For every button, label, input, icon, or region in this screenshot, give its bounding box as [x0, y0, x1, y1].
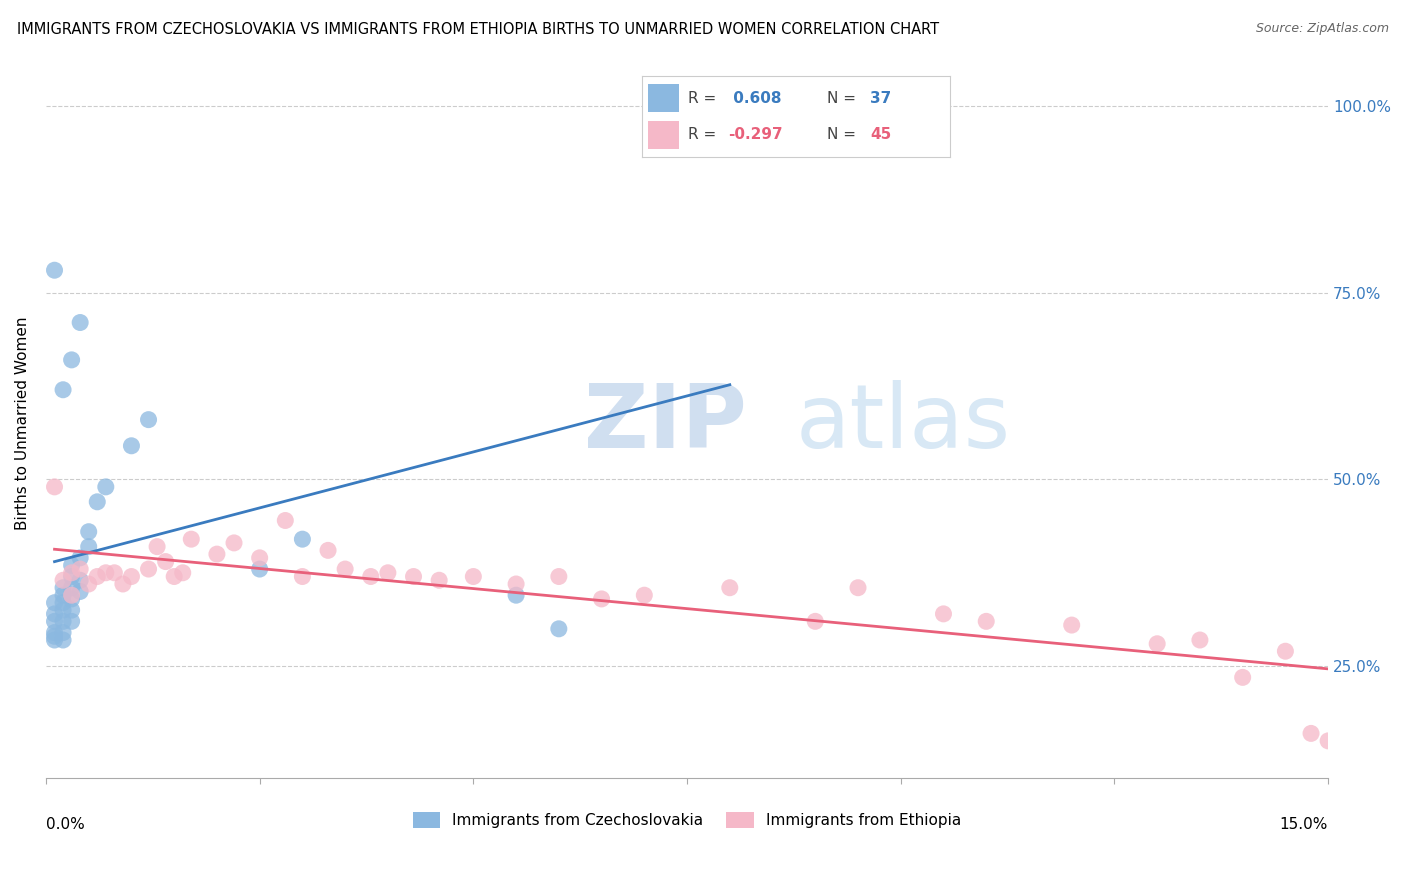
Point — [60, 588, 83, 602]
Point — [249, 562, 271, 576]
Point — [360, 569, 382, 583]
Text: 0.0%: 0.0% — [46, 817, 84, 832]
Point — [60, 581, 83, 595]
Point — [52, 615, 75, 629]
Point — [718, 128, 741, 143]
Point — [402, 569, 425, 583]
Text: ZIP: ZIP — [585, 380, 747, 467]
Point — [60, 603, 83, 617]
Point — [591, 591, 613, 606]
Point — [94, 480, 117, 494]
Point — [60, 352, 83, 367]
Point — [333, 562, 356, 576]
Text: IMMIGRANTS FROM CZECHOSLOVAKIA VS IMMIGRANTS FROM ETHIOPIA BIRTHS TO UNMARRIED W: IMMIGRANTS FROM CZECHOSLOVAKIA VS IMMIGR… — [17, 22, 939, 37]
Y-axis label: Births to Unmarried Women: Births to Unmarried Women — [15, 317, 30, 530]
Point — [138, 412, 160, 426]
Point — [547, 569, 569, 583]
Point — [52, 574, 75, 588]
Point — [69, 550, 91, 565]
Point — [44, 596, 66, 610]
Point — [846, 581, 869, 595]
Point — [44, 633, 66, 648]
Point — [77, 524, 100, 539]
Point — [44, 607, 66, 621]
Point — [172, 566, 194, 580]
Point — [69, 584, 91, 599]
Point — [103, 566, 125, 580]
Point — [463, 569, 485, 583]
Point — [1146, 637, 1168, 651]
Point — [377, 566, 399, 580]
Point — [718, 581, 741, 595]
Point — [120, 569, 142, 583]
Point — [505, 588, 527, 602]
Point — [52, 588, 75, 602]
Point — [60, 615, 83, 629]
Point — [44, 615, 66, 629]
Point — [60, 566, 83, 580]
Point — [86, 569, 108, 583]
Point — [249, 550, 271, 565]
Point — [222, 536, 245, 550]
Point — [69, 574, 91, 588]
Point — [804, 615, 827, 629]
Point — [974, 615, 997, 629]
Point — [180, 532, 202, 546]
Point — [44, 625, 66, 640]
Point — [52, 383, 75, 397]
Point — [44, 629, 66, 643]
Point — [44, 480, 66, 494]
Point — [86, 495, 108, 509]
Point — [77, 577, 100, 591]
Point — [60, 569, 83, 583]
Point — [932, 607, 955, 621]
Point — [52, 625, 75, 640]
Point — [274, 514, 297, 528]
Text: 15.0%: 15.0% — [1279, 817, 1329, 832]
Point — [291, 569, 314, 583]
Text: Source: ZipAtlas.com: Source: ZipAtlas.com — [1256, 22, 1389, 36]
Point — [547, 622, 569, 636]
Point — [52, 603, 75, 617]
Point — [77, 540, 100, 554]
Point — [60, 558, 83, 573]
Point — [69, 562, 91, 576]
Point — [44, 263, 66, 277]
Text: atlas: atlas — [796, 380, 1011, 467]
Legend: Immigrants from Czechoslovakia, Immigrants from Ethiopia: Immigrants from Czechoslovakia, Immigran… — [406, 806, 967, 834]
Point — [155, 555, 177, 569]
Point — [1274, 644, 1296, 658]
Point — [52, 633, 75, 648]
Point — [52, 596, 75, 610]
Point — [1060, 618, 1083, 632]
Point — [146, 540, 169, 554]
Point — [205, 547, 228, 561]
Point — [138, 562, 160, 576]
Point — [505, 577, 527, 591]
Point — [1188, 633, 1211, 648]
Point — [111, 577, 134, 591]
Point — [316, 543, 339, 558]
Point — [94, 566, 117, 580]
Point — [1299, 726, 1322, 740]
Point — [1232, 670, 1254, 684]
Point — [52, 581, 75, 595]
Point — [69, 316, 91, 330]
Point — [1317, 734, 1340, 748]
Point — [427, 574, 450, 588]
Point — [291, 532, 314, 546]
Point — [633, 588, 655, 602]
Point — [60, 591, 83, 606]
Point — [120, 439, 142, 453]
Point — [163, 569, 186, 583]
